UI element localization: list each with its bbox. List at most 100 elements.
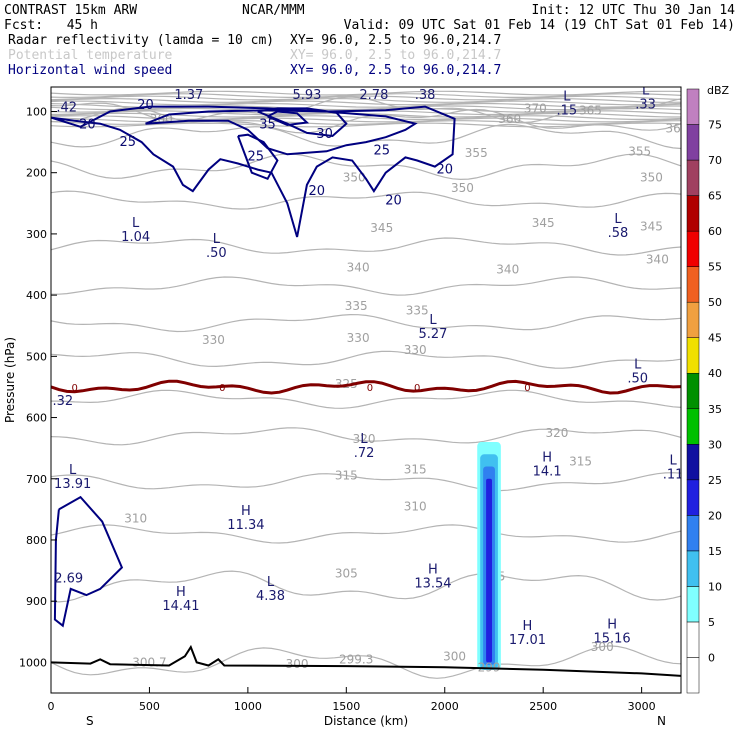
wind-label: 20: [309, 184, 326, 199]
theta-upper-band-2: [51, 95, 681, 101]
colorbar-swatch: [686, 515, 700, 552]
wind-label: 20: [79, 118, 96, 133]
x-tick-label: 0: [48, 700, 55, 713]
extremum-type: H: [176, 585, 186, 600]
extremum-type: L: [614, 212, 622, 227]
theta-contour-330: [51, 350, 681, 369]
y-tick-label: 100: [26, 105, 47, 118]
colorbar-swatch: [686, 230, 700, 267]
y-tick-label: 1000: [19, 656, 47, 669]
wind-label: 20: [385, 194, 402, 209]
colorbar-swatch: [686, 266, 700, 303]
extremum-type: L: [303, 74, 311, 89]
colorbar-swatch: [686, 195, 700, 232]
field-name-theta: Potential temperature: [8, 48, 173, 63]
wind-label: 25: [373, 143, 390, 158]
colorbar-swatch: [686, 88, 700, 125]
extremum-value: 2.69: [54, 572, 83, 587]
theta-contour-310: [51, 524, 681, 544]
theta-contour-315: [51, 472, 681, 492]
theta-contour-335: [51, 313, 681, 333]
theta-label: 315: [335, 469, 358, 483]
theta-label: 330: [404, 343, 427, 357]
wind-contour-3: [267, 110, 310, 127]
y-tick-label: 500: [26, 350, 47, 363]
extremum-type: H: [607, 618, 617, 633]
terrain-line: [51, 644, 681, 677]
theta-label: 340: [646, 253, 669, 267]
wind-contour-5: [53, 495, 124, 628]
theta-label: 300: [286, 657, 309, 671]
colorbar-level: 35: [708, 403, 722, 416]
theta-label: 350: [451, 181, 474, 195]
theta-label: 340: [496, 262, 519, 276]
theta-label: 320: [546, 426, 569, 440]
theta-label: 345: [640, 220, 663, 234]
org-label: NCAR/MMM: [242, 3, 305, 18]
wind-label: 35: [259, 118, 276, 133]
wind-label: 25: [120, 135, 137, 150]
freezing-level-label: 0: [367, 383, 373, 394]
extremum-type: L: [185, 74, 193, 89]
colorbar-swatch: [686, 550, 700, 587]
theta-contour-350: [51, 190, 681, 210]
field-name-wind: Horizontal wind speed: [8, 63, 172, 78]
theta-label: 370: [524, 101, 547, 115]
plot-frame: [50, 86, 682, 694]
theta-label: 299.3: [339, 652, 373, 666]
x-tick-label: 3000: [628, 700, 656, 713]
colorbar-swatch: [686, 124, 700, 161]
extremum-value: .50: [627, 372, 648, 387]
extremum-value: .33: [635, 97, 656, 112]
y-axis-label: Pressure (hPa): [3, 337, 17, 423]
freezing-level-label: 0: [71, 383, 77, 394]
colorbar-level: 75: [708, 119, 722, 132]
extremum-value: .32: [52, 394, 73, 409]
field-xy-reflectivity: XY= 96.0, 2.5 to 96.0,214.7: [290, 33, 501, 48]
y-tick-label: 900: [26, 595, 47, 608]
colorbar-swatch: [686, 159, 700, 196]
extremum-type: L: [429, 313, 437, 328]
colorbar-level: 60: [708, 225, 722, 238]
extremum-type: L: [370, 74, 378, 89]
theta-label: 305: [335, 567, 358, 581]
extremum-value: 15.16: [593, 632, 630, 647]
fcst-label: Fcst:: [4, 18, 43, 33]
extremum-value: .50: [206, 246, 227, 261]
y-tick-label: 600: [26, 412, 47, 425]
field-xy-wind: XY= 96.0, 2.5 to 96.0,214.7: [290, 63, 501, 78]
colorbar-swatch: [686, 621, 700, 658]
x-tick-label: 2000: [431, 700, 459, 713]
colorbar-level: 10: [708, 580, 722, 593]
colorbar-level: 40: [708, 367, 722, 380]
theta-upper-band-9: [51, 112, 681, 118]
y-tick-label: 700: [26, 473, 47, 486]
extremum-value: 5.93: [292, 88, 321, 103]
theta-upper-band-4: [51, 100, 681, 106]
extremum-value: 2.78: [359, 88, 388, 103]
extremum-type: L: [634, 358, 642, 373]
extremum-value: 5.27: [418, 327, 447, 342]
freezing-level-label: 0: [414, 383, 420, 394]
theta-label: 310: [404, 499, 427, 513]
extremum-value: .42: [56, 100, 77, 115]
theta-upper-band-6: [51, 105, 681, 111]
extremum-type: H: [428, 563, 438, 578]
extremum-value: 14.41: [162, 599, 199, 614]
fcst-value: 45 h: [67, 18, 98, 33]
colorbar: dBZ 0 5 10 15 20 25 30 35 40 45 50 55 60 65 70 75: [686, 84, 730, 694]
colorbar-level: 15: [708, 545, 722, 558]
y-tick-label: 200: [26, 167, 47, 180]
colorbar-level: 30: [708, 438, 722, 451]
y-tick-label: 800: [26, 534, 47, 547]
wind-label: 25: [247, 150, 264, 165]
colorbar-level: 65: [708, 190, 722, 203]
x-end-left: S: [86, 714, 94, 728]
wind-contour-2: [257, 107, 348, 138]
y-tick-label: 400: [26, 289, 47, 302]
theta-contour-355: [51, 153, 681, 181]
extremum-value: .15: [556, 103, 577, 118]
reflectivity-20dbz: [486, 478, 492, 663]
colorbar-title: dBZ: [707, 84, 730, 97]
